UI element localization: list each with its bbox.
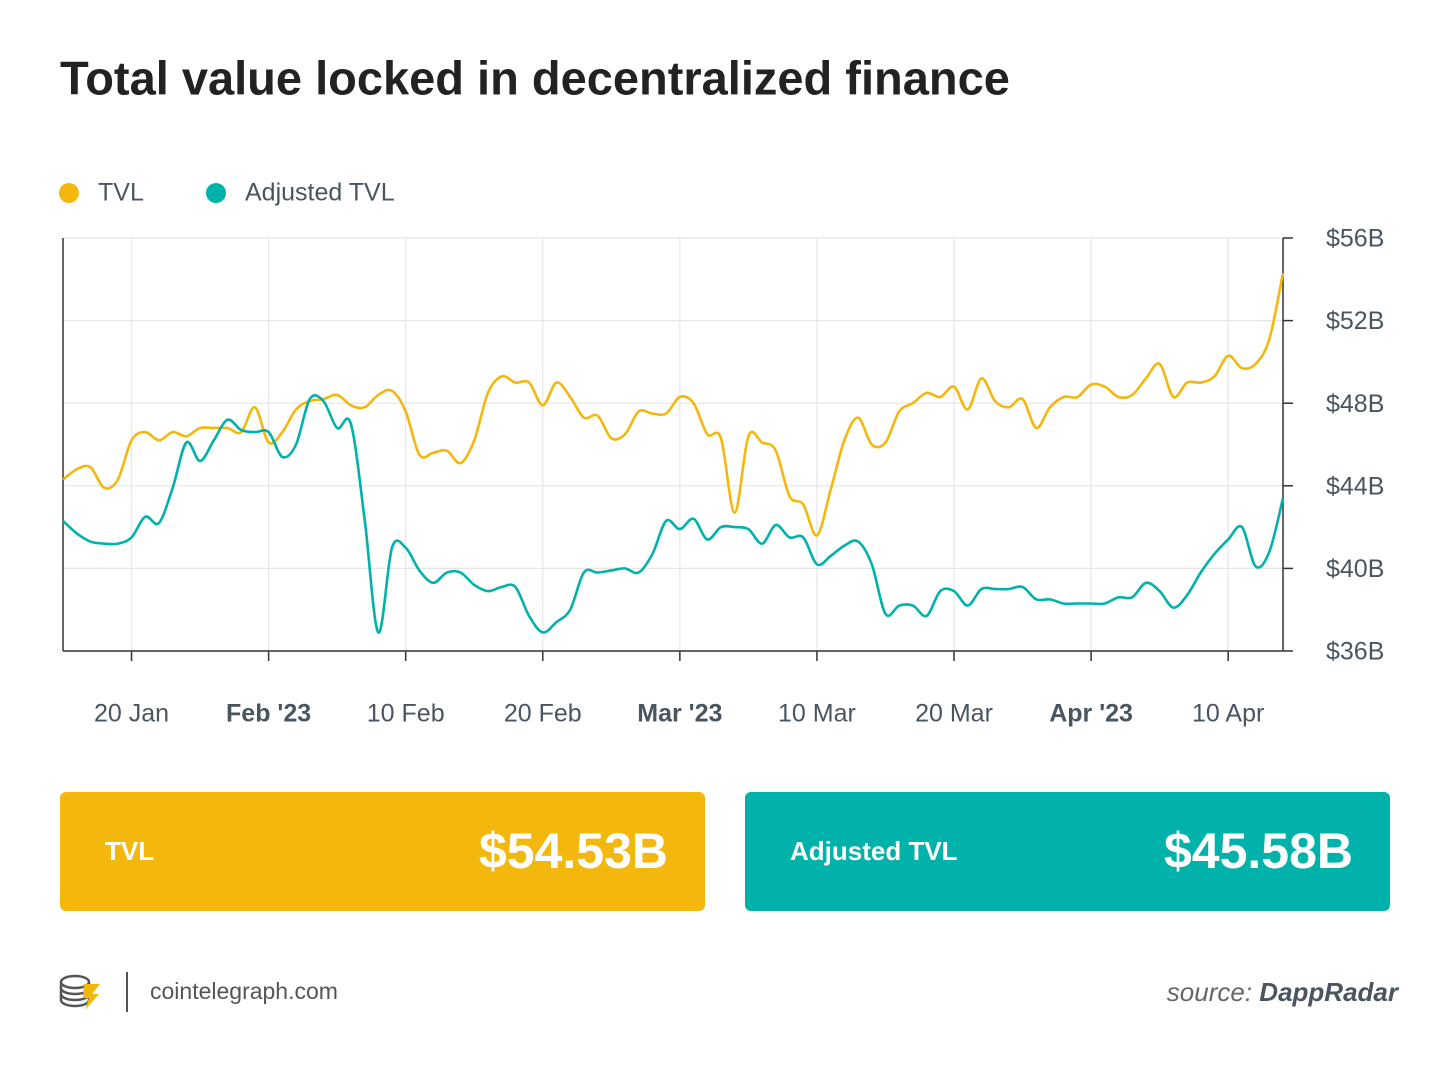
line-series bbox=[62, 393, 1285, 634]
legend-label: Adjusted TVL bbox=[245, 179, 395, 207]
card-value: $45.58B bbox=[1163, 823, 1353, 879]
card-label: TVL bbox=[105, 836, 155, 866]
legend-label: TVL bbox=[98, 179, 144, 207]
stat-card: TVL $54.53B bbox=[60, 792, 705, 911]
y-tick-label: $48B bbox=[1326, 390, 1384, 418]
x-tick-label: 20 Mar bbox=[915, 700, 993, 728]
footer: cointelegraph.com source: DappRadar bbox=[58, 970, 1398, 1014]
x-tick-label: 10 Feb bbox=[367, 700, 445, 728]
x-tick-label: 20 Feb bbox=[504, 700, 582, 728]
chart-title: Total value locked in decentralized fina… bbox=[60, 51, 1010, 104]
x-tick-label: 10 Apr bbox=[1192, 700, 1264, 728]
site: cointelegraph.com bbox=[150, 978, 338, 1004]
x-tick-label: Feb '23 bbox=[226, 700, 311, 728]
source-prefix: source: bbox=[1166, 977, 1253, 1007]
legend-marker bbox=[206, 183, 226, 203]
y-tick-label: $52B bbox=[1326, 307, 1384, 335]
y-tick-label: $56B bbox=[1326, 225, 1384, 253]
x-tick-label: 20 Jan bbox=[94, 700, 169, 728]
line-series bbox=[62, 272, 1285, 537]
x-tick-label: Mar '23 bbox=[637, 700, 722, 728]
x-tick-label: 10 Mar bbox=[778, 700, 856, 728]
source-name: DappRadar bbox=[1259, 977, 1398, 1007]
source: source: DappRadar bbox=[1167, 977, 1398, 1008]
stat-card: Adjusted TVL $45.58B bbox=[745, 792, 1390, 911]
card-label: Adjusted TVL bbox=[790, 836, 958, 866]
divider bbox=[126, 972, 128, 1012]
legend-marker bbox=[59, 183, 79, 203]
chart: Total value locked in decentralized fina… bbox=[59, 51, 1384, 728]
y-tick-label: $44B bbox=[1326, 472, 1384, 500]
y-tick-label: $36B bbox=[1326, 638, 1384, 666]
logo bbox=[59, 974, 100, 1010]
x-tick-label: Apr '23 bbox=[1049, 700, 1133, 728]
y-tick-label: $40B bbox=[1326, 555, 1384, 583]
card-value: $54.53B bbox=[478, 823, 668, 879]
